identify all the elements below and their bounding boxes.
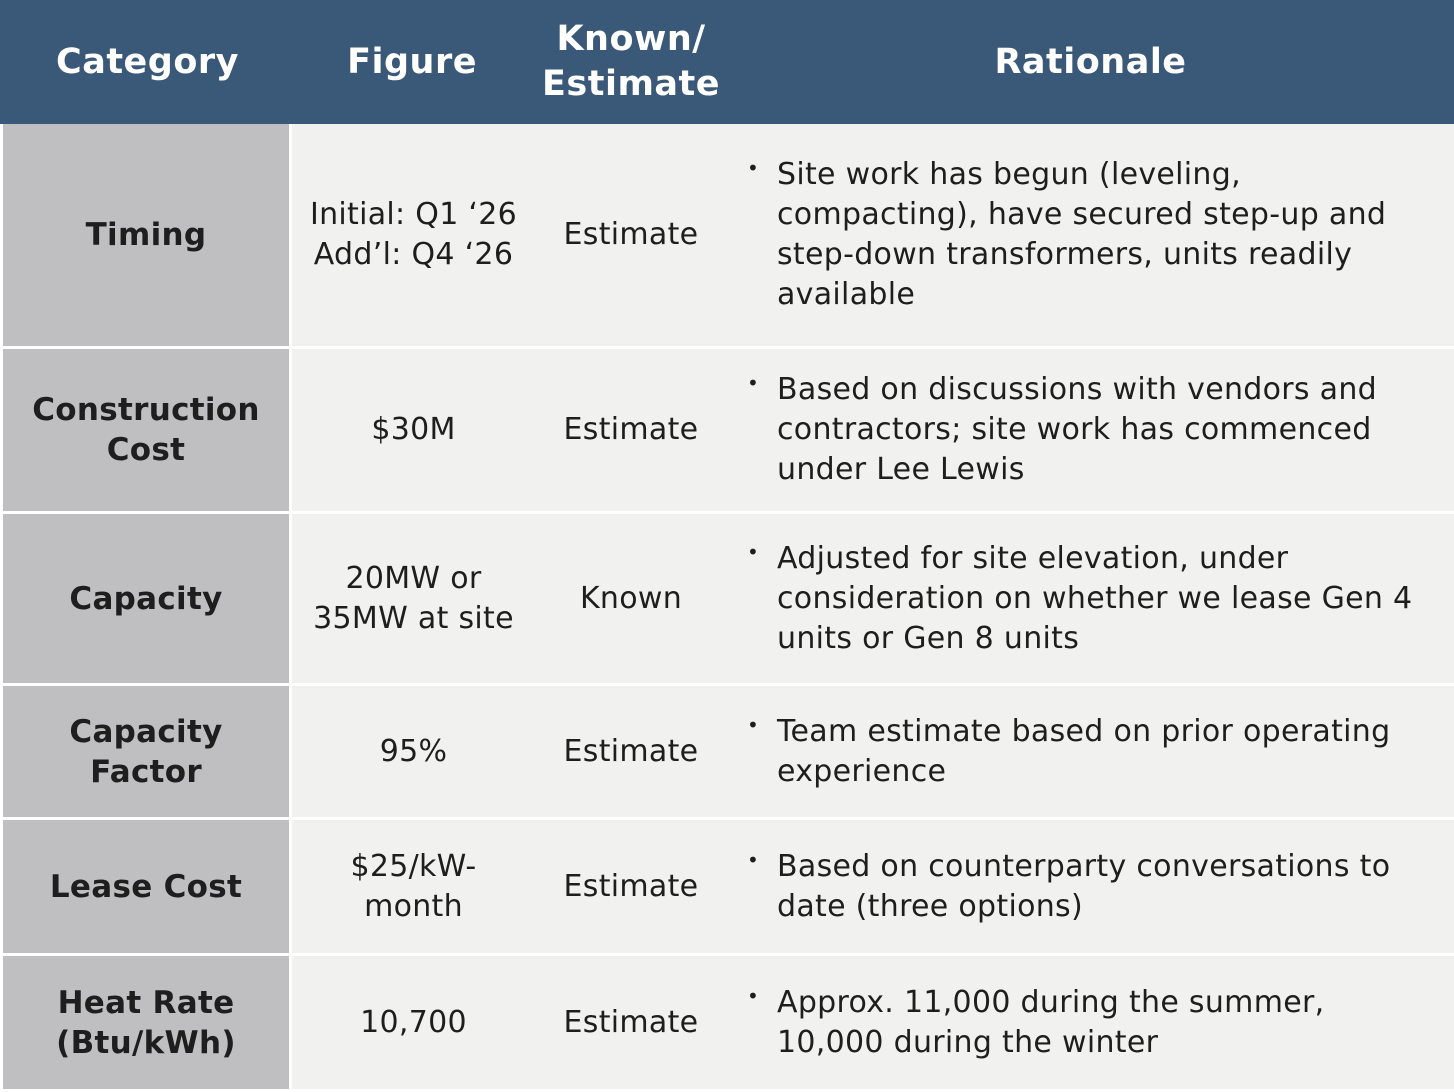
row-rationale-timing: • Site work has begun (leveling, compact… [727,124,1454,349]
rationale-bullet-item: • Based on discussions with vendors and … [741,370,1434,490]
rationale-bullet-item: • Approx. 11,000 during the summer, 10,0… [741,983,1434,1063]
row-status-capacity-factor: Estimate [535,686,727,820]
bullet-icon: • [747,847,760,872]
row-category-heat-rate: Heat Rate (Btu/kWh) [0,956,289,1092]
rationale-text: Based on discussions with vendors and co… [777,372,1378,487]
row-category-capacity-factor: Capacity Factor [0,686,289,820]
header-category: Category [0,0,289,124]
row-figure-lease-cost: $25/kW- month [289,820,535,956]
bullet-icon: • [747,983,760,1008]
row-figure-capacity-factor: 95% [289,686,535,820]
bullet-icon: • [747,371,760,395]
header-figure: Figure [289,0,535,124]
row-figure-capacity: 20MW or 35MW at site [289,514,535,686]
rationale-bullet-item: • Site work has begun (leveling, compact… [741,155,1434,315]
rationale-text: Approx. 11,000 during the summer, 10,000… [777,984,1325,1060]
row-figure-construction-cost: $30M [289,349,535,514]
bullet-icon: • [747,539,760,564]
row-status-capacity: Known [535,514,727,686]
row-rationale-capacity-factor: • Team estimate based on prior operating… [727,686,1454,820]
bullet-icon: • [747,712,760,737]
row-category-lease-cost: Lease Cost [0,820,289,956]
row-figure-heat-rate: 10,700 [289,956,535,1092]
row-rationale-lease-cost: • Based on counterparty conversations to… [727,820,1454,956]
row-category-timing: Timing [0,124,289,349]
rationale-bullet-item: • Based on counterparty conversations to… [741,847,1434,927]
row-category-construction-cost: Construction Cost [0,349,289,514]
row-rationale-construction-cost: • Based on discussions with vendors and … [727,349,1454,514]
rationale-text: Team estimate based on prior operating e… [777,713,1391,789]
row-status-lease-cost: Estimate [535,820,727,956]
row-category-capacity: Capacity [0,514,289,686]
rationale-text: Adjusted for site elevation, under consi… [777,540,1413,656]
rationale-text: Based on counterparty conversations to d… [777,848,1391,924]
header-rationale: Rationale [727,0,1454,124]
row-rationale-heat-rate: • Approx. 11,000 during the summer, 10,0… [727,956,1454,1092]
row-rationale-capacity: • Adjusted for site elevation, under con… [727,514,1454,686]
header-known-estimate: Known/ Estimate [535,0,727,124]
rationale-bullet-item: • Adjusted for site elevation, under con… [741,539,1434,659]
bullet-icon: • [747,156,760,180]
row-status-heat-rate: Estimate [535,956,727,1092]
row-figure-timing: Initial: Q1 ‘26 Add’l: Q4 ‘26 [289,124,535,349]
row-status-timing: Estimate [535,124,727,349]
row-status-construction-cost: Estimate [535,349,727,514]
rationale-text: Site work has begun (leveling, compactin… [777,157,1387,312]
rationale-bullet-item: • Team estimate based on prior operating… [741,712,1434,792]
